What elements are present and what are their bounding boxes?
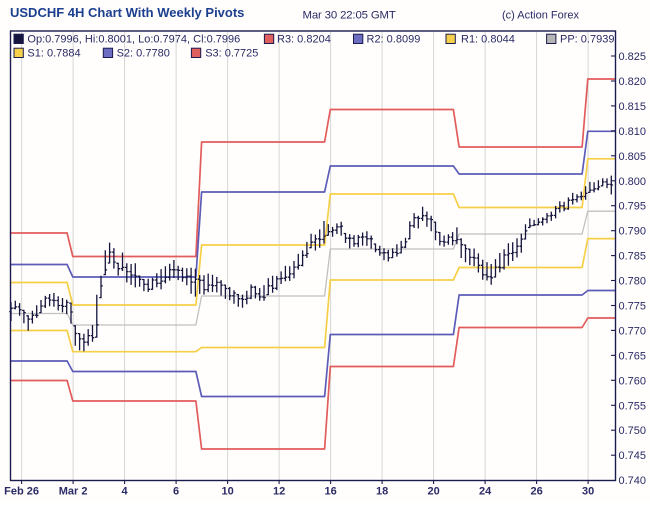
svg-text:S2: 0.7780: S2: 0.7780 <box>117 48 170 60</box>
svg-text:20: 20 <box>427 486 439 498</box>
svg-text:26: 26 <box>530 486 542 498</box>
svg-text:0.795: 0.795 <box>619 201 647 213</box>
svg-text:0.825: 0.825 <box>619 51 647 63</box>
svg-text:0.805: 0.805 <box>619 151 647 163</box>
svg-text:0.740: 0.740 <box>619 475 647 487</box>
svg-text:18: 18 <box>376 486 388 498</box>
svg-text:4: 4 <box>122 486 129 498</box>
svg-text:R2: 0.8099: R2: 0.8099 <box>367 34 421 46</box>
svg-text:0.815: 0.815 <box>619 101 647 113</box>
svg-text:0.760: 0.760 <box>619 375 647 387</box>
svg-text:0.750: 0.750 <box>619 425 647 437</box>
svg-text:0.775: 0.775 <box>619 301 647 313</box>
svg-text:24: 24 <box>479 486 492 498</box>
svg-text:30: 30 <box>582 486 594 498</box>
svg-text:0.820: 0.820 <box>619 76 647 88</box>
svg-text:Feb 26: Feb 26 <box>4 486 39 498</box>
svg-text:0.800: 0.800 <box>619 176 647 188</box>
svg-text:Op:0.7996, Hi:0.8001, Lo:0.797: Op:0.7996, Hi:0.8001, Lo:0.7974, Cl:0.79… <box>27 34 240 46</box>
svg-text:PP: 0.7939: PP: 0.7939 <box>560 34 614 46</box>
svg-text:R1: 0.8044: R1: 0.8044 <box>461 34 515 46</box>
svg-text:0.770: 0.770 <box>619 325 647 337</box>
svg-text:16: 16 <box>324 486 336 498</box>
svg-text:S1: 0.7884: S1: 0.7884 <box>27 48 80 60</box>
svg-text:Mar 2: Mar 2 <box>59 486 88 498</box>
svg-text:0.745: 0.745 <box>619 450 647 462</box>
svg-text:Mar 30 22:05 GMT: Mar 30 22:05 GMT <box>303 10 396 22</box>
svg-text:0.765: 0.765 <box>619 350 647 362</box>
svg-text:0.790: 0.790 <box>619 226 647 238</box>
svg-text:R3: 0.8204: R3: 0.8204 <box>277 34 331 46</box>
svg-text:S3: 0.7725: S3: 0.7725 <box>205 48 258 60</box>
svg-text:USDCHF 4H Chart With Weekly Pi: USDCHF 4H Chart With Weekly Pivots <box>10 5 244 20</box>
svg-text:0.780: 0.780 <box>619 276 647 288</box>
svg-text:0.810: 0.810 <box>619 126 647 138</box>
svg-text:0.785: 0.785 <box>619 251 647 263</box>
svg-text:10: 10 <box>221 486 233 498</box>
svg-text:0.755: 0.755 <box>619 400 647 412</box>
svg-text:6: 6 <box>173 486 179 498</box>
svg-text:12: 12 <box>273 486 285 498</box>
svg-text:(c) Action Forex: (c) Action Forex <box>502 10 580 22</box>
